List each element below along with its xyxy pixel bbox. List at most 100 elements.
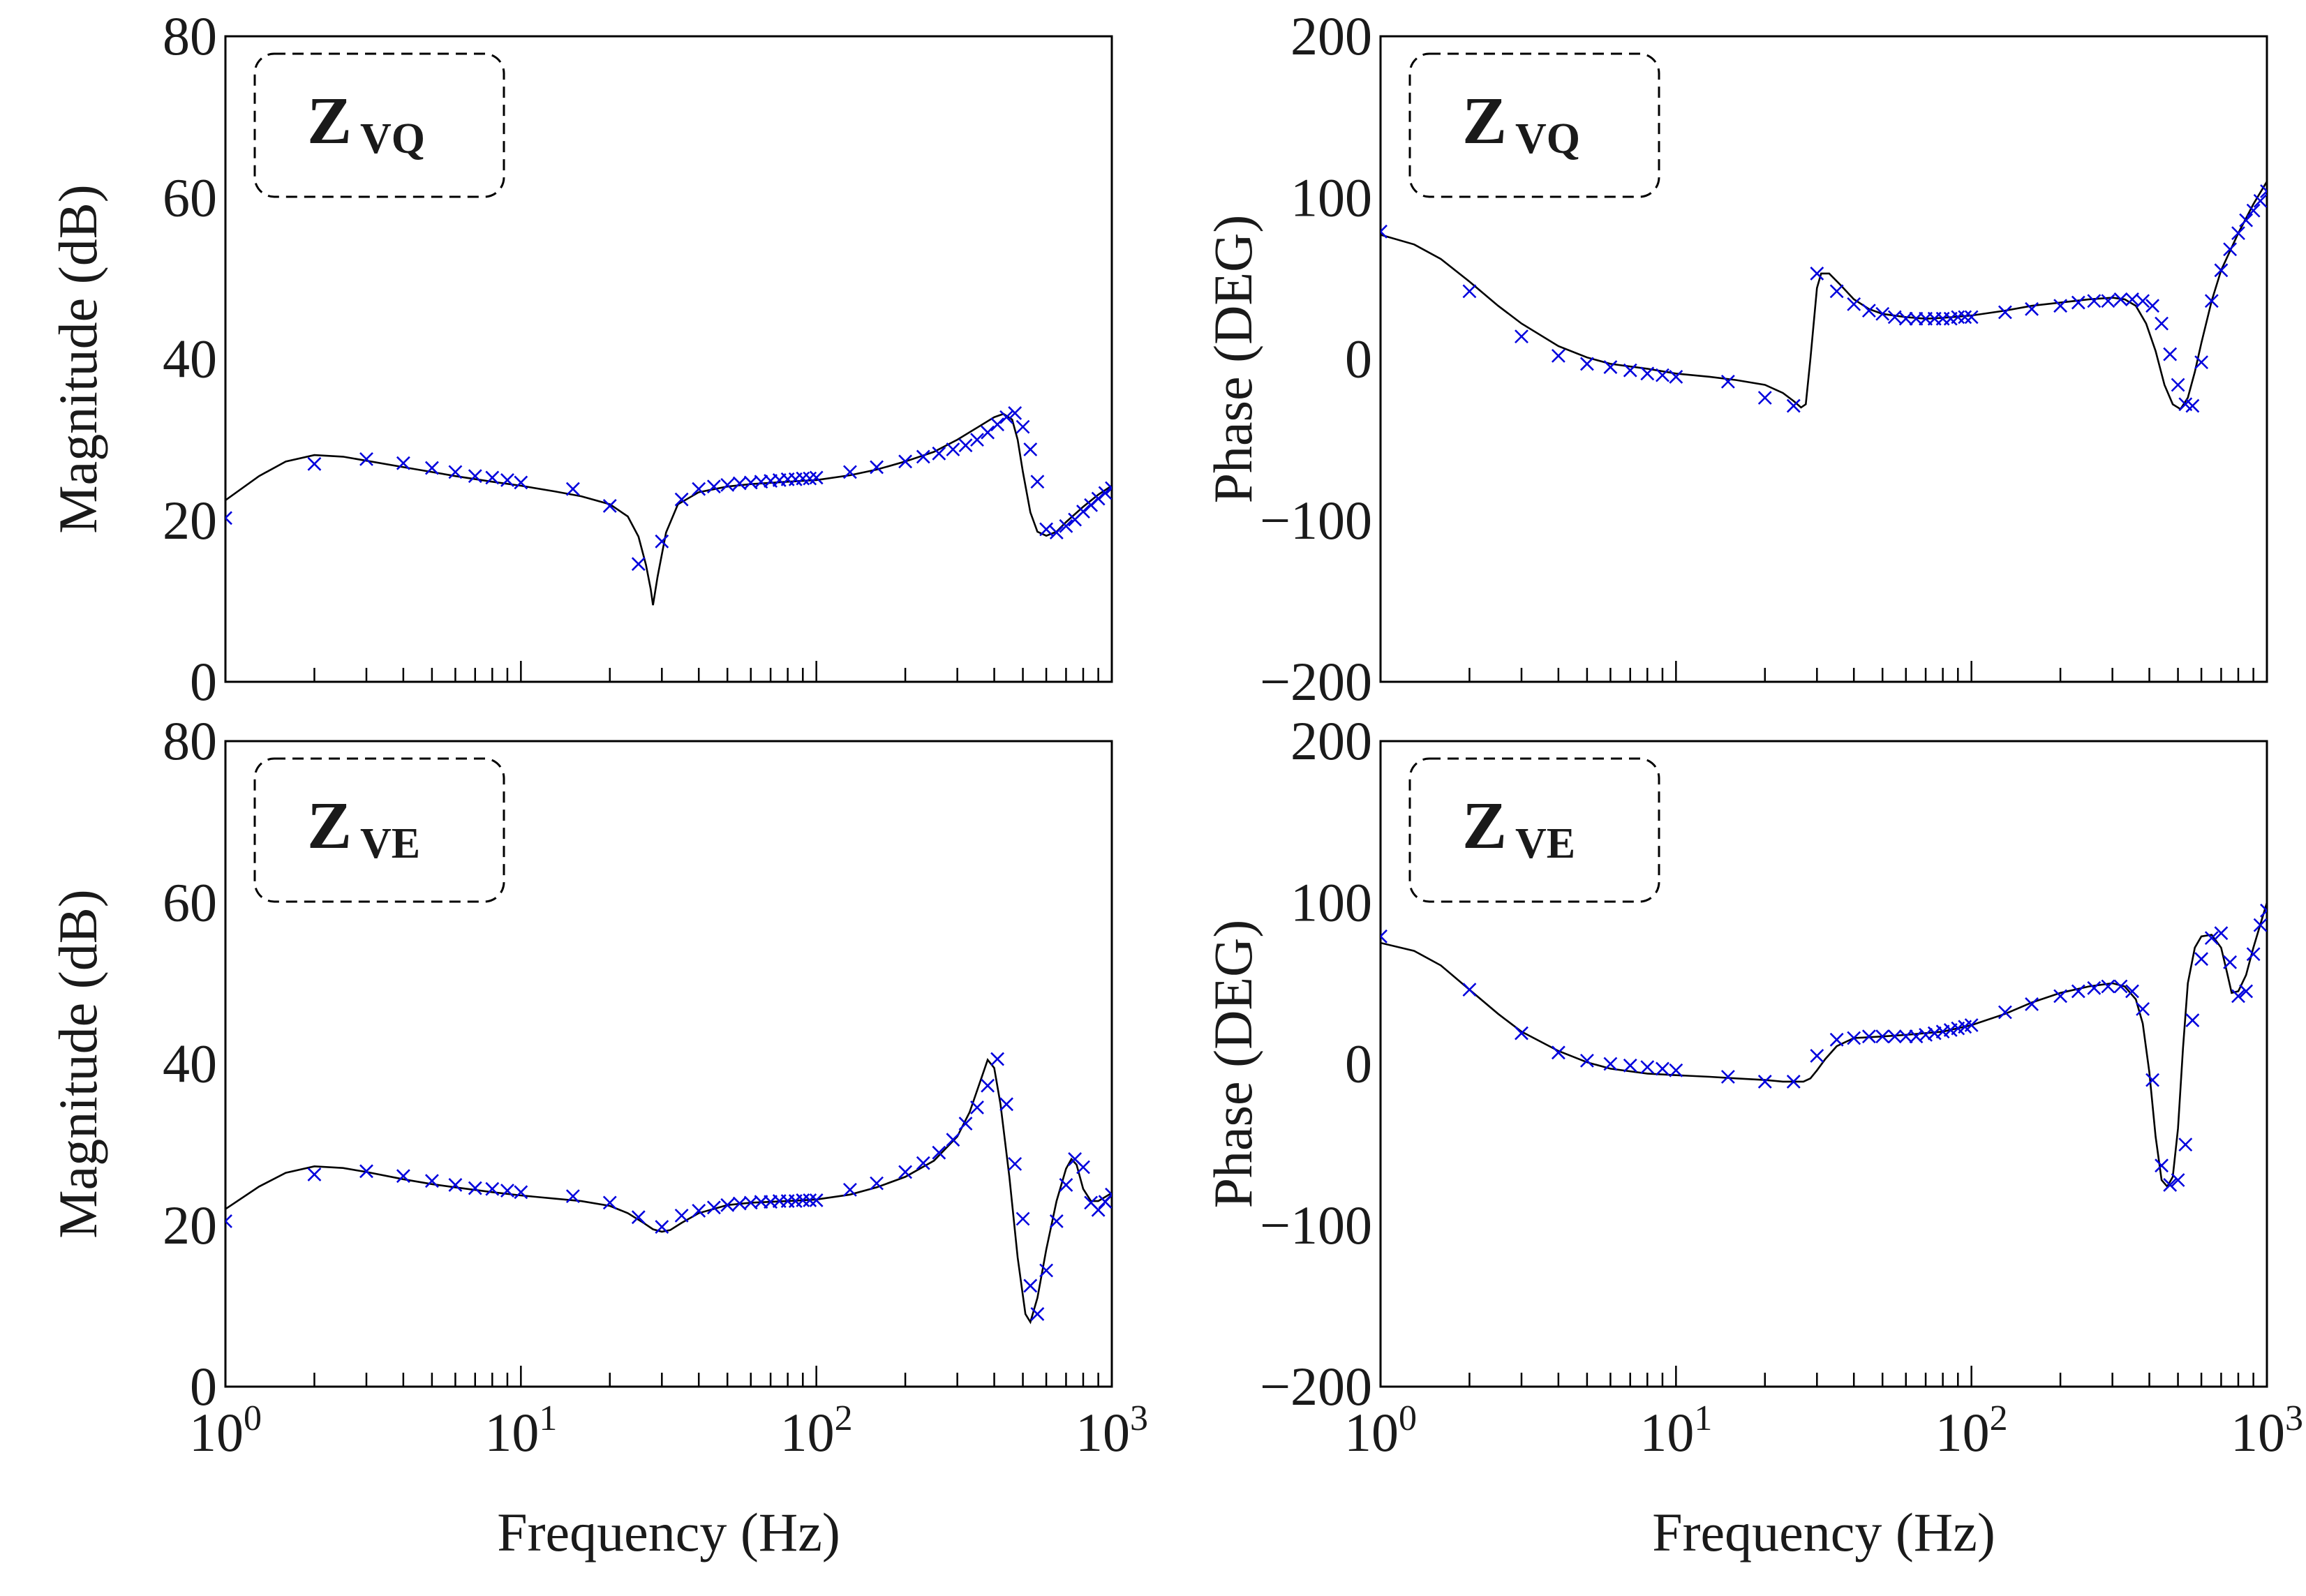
measured-point bbox=[732, 1196, 747, 1211]
measured-point bbox=[2223, 955, 2238, 969]
y-tick-label: 100 bbox=[1290, 167, 1372, 228]
measured-point bbox=[2155, 316, 2169, 331]
measured-point bbox=[958, 1117, 973, 1131]
measured-point bbox=[1023, 442, 1038, 456]
measured-point bbox=[1603, 360, 1618, 374]
measured-point bbox=[468, 1181, 482, 1195]
measured-point bbox=[999, 410, 1013, 424]
measured-point bbox=[2025, 997, 2039, 1011]
measured-point bbox=[2125, 984, 2139, 999]
measured-point bbox=[1786, 1075, 1801, 1089]
measured-point bbox=[2171, 378, 2185, 392]
measured-point bbox=[1964, 1018, 1979, 1032]
measured-point bbox=[1720, 1070, 1735, 1084]
measured-point bbox=[2087, 294, 2102, 308]
measured-point bbox=[1059, 519, 1073, 533]
measured-point bbox=[424, 1174, 439, 1188]
y-tick-label: −200 bbox=[1260, 1356, 1372, 1417]
measured-point bbox=[2053, 989, 2068, 1004]
measured-point bbox=[674, 492, 689, 507]
measured-point bbox=[2171, 1173, 2185, 1187]
plot-frame bbox=[224, 740, 1113, 1388]
x-tick-label: 103 bbox=[2231, 1399, 2303, 1463]
measured-point bbox=[2101, 294, 2115, 308]
measured-point bbox=[796, 1193, 810, 1207]
measured-point bbox=[2178, 1138, 2193, 1152]
measured-point bbox=[970, 433, 984, 447]
measured-point bbox=[225, 511, 232, 525]
measured-point bbox=[809, 1193, 824, 1207]
measured-point bbox=[1076, 1160, 1090, 1174]
measured-point bbox=[916, 1156, 930, 1170]
y-tick-label: 200 bbox=[1290, 6, 1372, 66]
measured-point bbox=[565, 482, 580, 496]
measured-point bbox=[602, 1195, 617, 1210]
measured-point bbox=[898, 1165, 913, 1179]
measured-point bbox=[706, 1200, 721, 1215]
measured-point bbox=[1579, 1053, 1594, 1068]
measured-point bbox=[842, 465, 857, 479]
measured-point bbox=[1887, 1029, 1902, 1044]
measured-point bbox=[500, 473, 514, 487]
measured-point bbox=[1810, 267, 1824, 281]
measured-point bbox=[2145, 1073, 2159, 1087]
measured-point bbox=[424, 461, 439, 475]
measured-point bbox=[2231, 989, 2245, 1004]
measured-point bbox=[514, 1185, 528, 1200]
y-tick-label: 20 bbox=[163, 490, 217, 551]
measured-point bbox=[946, 1133, 960, 1147]
y-tick-label: 60 bbox=[163, 167, 217, 228]
measured-point bbox=[1919, 1027, 1933, 1042]
measured-point bbox=[2113, 979, 2128, 994]
measured-point bbox=[1847, 1031, 1861, 1045]
measured-point bbox=[468, 469, 482, 484]
measured-point bbox=[1381, 929, 1388, 944]
measured-point bbox=[932, 1145, 946, 1160]
impedance-badge-label: Z VE bbox=[1462, 788, 1575, 867]
impedance-badge bbox=[1408, 52, 1660, 198]
y-tick-label: 0 bbox=[1345, 329, 1372, 389]
measured-point bbox=[1059, 1178, 1073, 1192]
measured-point bbox=[1008, 1156, 1022, 1171]
impedance-badge-label: Z VQ bbox=[1462, 83, 1580, 163]
measured-point bbox=[2163, 1178, 2178, 1192]
measured-point bbox=[1603, 1057, 1618, 1071]
measured-point bbox=[2260, 903, 2267, 918]
y-tick-label: 40 bbox=[163, 329, 217, 389]
measured-point bbox=[2194, 355, 2208, 370]
model-curve bbox=[225, 1058, 1112, 1325]
measured-point bbox=[1076, 505, 1090, 519]
measured-point bbox=[1887, 310, 1902, 325]
measured-point bbox=[2194, 952, 2208, 967]
measured-point bbox=[1875, 306, 1890, 321]
y-tick-label: 0 bbox=[190, 651, 217, 712]
measured-point bbox=[1757, 1075, 1772, 1089]
measured-point bbox=[692, 1204, 706, 1218]
x-tick-label: 101 bbox=[1639, 1399, 1712, 1463]
measured-point bbox=[958, 438, 973, 453]
x-axis-label: Frequency (Hz) bbox=[1652, 1502, 1995, 1563]
x-tick-label: 102 bbox=[780, 1399, 853, 1463]
measured-point bbox=[720, 1198, 735, 1212]
measured-point bbox=[2231, 226, 2245, 241]
plot-frame bbox=[1379, 740, 2268, 1388]
y-tick-label: −100 bbox=[1260, 1195, 1372, 1255]
measured-point bbox=[803, 1193, 817, 1207]
y-tick-label: −200 bbox=[1260, 651, 1372, 712]
measured-point bbox=[1898, 1029, 1913, 1044]
measured-point bbox=[565, 1189, 580, 1204]
measured-point bbox=[898, 454, 913, 469]
measured-point bbox=[809, 470, 824, 485]
measured-point bbox=[2246, 947, 2261, 962]
measured-point bbox=[1656, 1061, 1669, 1076]
measured-point bbox=[1049, 525, 1064, 540]
measured-point bbox=[1861, 304, 1876, 318]
measured-point bbox=[932, 446, 946, 461]
measured-point bbox=[981, 1078, 995, 1093]
measured-point bbox=[990, 417, 1004, 432]
measured-point bbox=[1579, 357, 1594, 371]
y-tick-label: 100 bbox=[1290, 872, 1372, 932]
measured-point bbox=[2223, 242, 2238, 257]
measured-point bbox=[1964, 310, 1979, 325]
measured-point bbox=[1623, 363, 1637, 378]
